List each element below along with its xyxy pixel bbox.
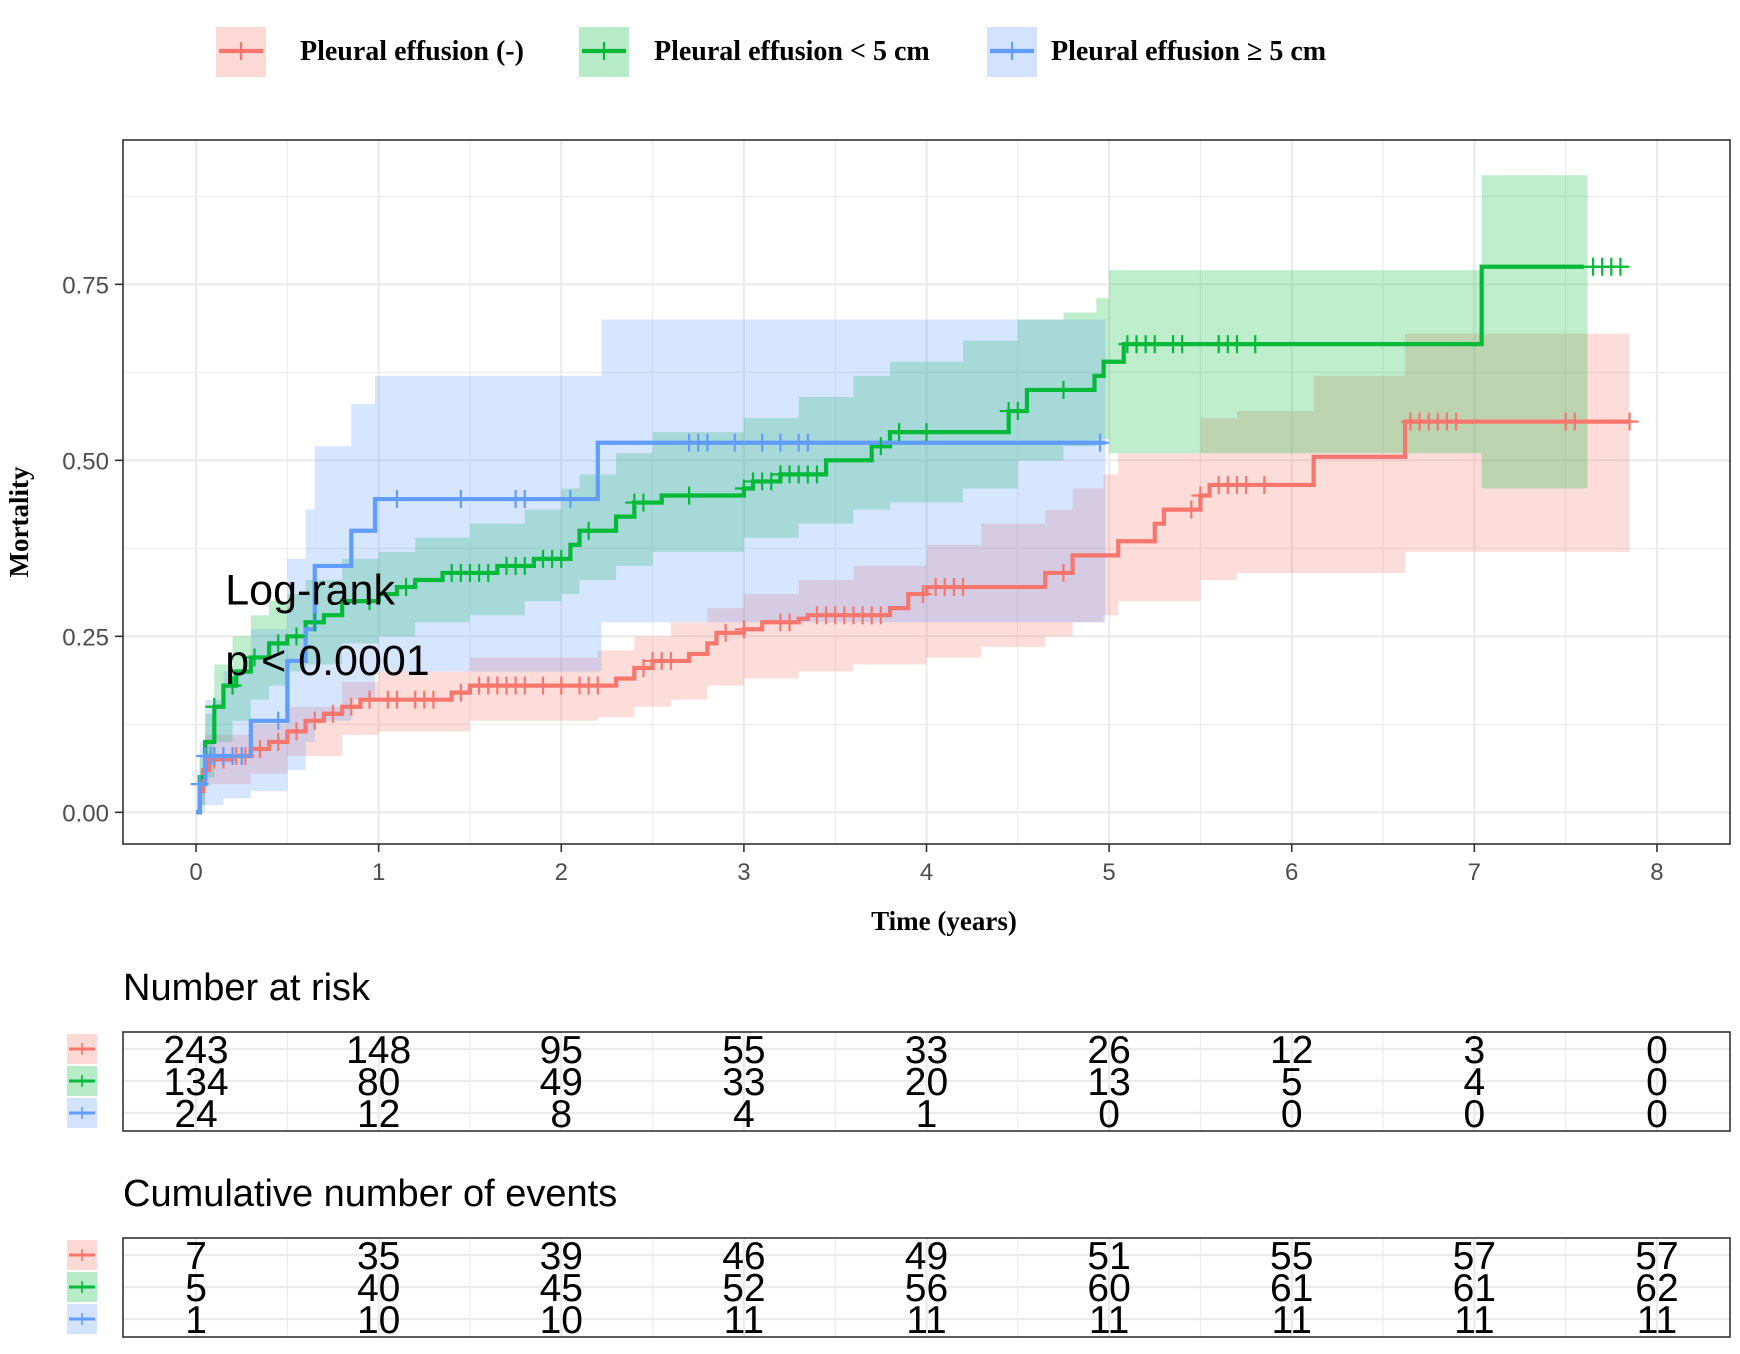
table-cell: 61 xyxy=(1270,1267,1313,1310)
table-cell: 148 xyxy=(346,1029,411,1072)
x-tick-label: 0 xyxy=(189,859,202,886)
table-cell: 5 xyxy=(185,1267,207,1310)
table-cell: 62 xyxy=(1635,1267,1678,1310)
table-cell: 52 xyxy=(722,1267,765,1310)
table-cell: 12 xyxy=(1270,1029,1313,1072)
table-cell: 35 xyxy=(357,1235,400,1278)
legend-label-1: Pleural effusion < 5 cm xyxy=(654,36,930,67)
plot-panel xyxy=(122,139,1731,845)
table-cell: 46 xyxy=(722,1235,765,1278)
table-cell: 0 xyxy=(1281,1093,1303,1136)
table-cell: 39 xyxy=(540,1235,583,1278)
table-cell: 55 xyxy=(722,1029,765,1072)
x-tick-label: 4 xyxy=(920,859,933,886)
table-cell: 0 xyxy=(1463,1093,1485,1136)
table-cell: 60 xyxy=(1087,1267,1130,1310)
x-tick-label: 7 xyxy=(1468,859,1481,886)
table-cell: 134 xyxy=(164,1061,229,1104)
p-value-label: p < 0.0001 xyxy=(225,637,429,685)
table-cell: 51 xyxy=(1087,1235,1130,1278)
table-cell: 3 xyxy=(1463,1029,1485,1072)
table-cell: 56 xyxy=(905,1267,948,1310)
table-cell: 4 xyxy=(1463,1061,1485,1104)
curve-series-0 xyxy=(196,419,1630,815)
legend-label-2: Pleural effusion ≥ 5 cm xyxy=(1051,36,1326,67)
table-cell: 11 xyxy=(724,1299,765,1342)
table-cell: 45 xyxy=(540,1267,583,1310)
table-cell: 4 xyxy=(733,1093,755,1136)
table-cell: 11 xyxy=(1089,1299,1130,1342)
logrank-label: Log-rank xyxy=(225,567,395,615)
x-axis: 0 1 2 3 4 5 6 7 8 xyxy=(189,844,1664,886)
table-cell: 11 xyxy=(1454,1299,1495,1342)
table-cell: 0 xyxy=(1646,1093,1668,1136)
table-cell: 20 xyxy=(905,1061,948,1104)
events-table-title: Cumulative number of events xyxy=(123,1173,617,1215)
table-cell: 10 xyxy=(540,1299,583,1342)
table-cell: 0 xyxy=(1646,1029,1668,1072)
table-cell: 40 xyxy=(357,1267,400,1310)
table-cell: 95 xyxy=(540,1029,583,1072)
table-cell: 61 xyxy=(1453,1267,1496,1310)
table-cell: 12 xyxy=(357,1093,400,1136)
table-cell: 57 xyxy=(1453,1235,1496,1278)
risk-table-title: Number at risk xyxy=(123,967,371,1009)
ci-band-1 xyxy=(196,175,1588,813)
table-cell: 0 xyxy=(1098,1093,1120,1136)
x-tick-label: 8 xyxy=(1650,859,1663,886)
table-cell: 33 xyxy=(905,1029,948,1072)
table-cell: 13 xyxy=(1087,1061,1130,1104)
curve-series-2 xyxy=(196,440,1106,815)
table-cell: 1 xyxy=(185,1299,207,1342)
table-cell: 24 xyxy=(174,1093,217,1136)
ci-band-0 xyxy=(196,333,1630,813)
legend-label-0: Pleural effusion (-) xyxy=(300,36,524,67)
y-axis: 0.00 0.25 0.50 0.75 xyxy=(62,272,123,827)
table-border xyxy=(122,1031,1731,1132)
table-cell: 57 xyxy=(1635,1235,1678,1278)
table-cell: 49 xyxy=(540,1061,583,1104)
table-cell: 26 xyxy=(1087,1029,1130,1072)
censor-marks xyxy=(190,257,1639,794)
y-tick-label: 0.50 xyxy=(62,448,109,475)
table-cell: 11 xyxy=(1637,1299,1678,1342)
table-cell: 49 xyxy=(905,1235,948,1278)
y-tick-label: 0.00 xyxy=(62,800,109,827)
table-cell: 80 xyxy=(357,1061,400,1104)
x-tick-label: 1 xyxy=(372,859,385,886)
table-cell: 7 xyxy=(185,1235,207,1278)
legend: Pleural effusion (-) Pleural effusion < 5… xyxy=(216,27,1326,77)
y-tick-label: 0.75 xyxy=(62,272,109,299)
x-tick-label: 2 xyxy=(555,859,568,886)
x-tick-label: 3 xyxy=(737,859,750,886)
cumulative-events-table: 7 35 39 46 49 51 55 57 57 5 40 45 52 56 60 61 61 62 1 10 10 1… xyxy=(67,1235,1731,1342)
x-tick-label: 5 xyxy=(1102,859,1115,886)
table-cell: 0 xyxy=(1646,1061,1668,1104)
table-cell: 5 xyxy=(1281,1061,1303,1104)
table-cell: 243 xyxy=(164,1029,229,1072)
y-tick-label: 0.25 xyxy=(62,624,109,651)
x-tick-label: 6 xyxy=(1285,859,1298,886)
table-cell: 55 xyxy=(1270,1235,1313,1278)
table-cell: 11 xyxy=(906,1299,947,1342)
table-cell: 8 xyxy=(550,1093,572,1136)
x-axis-label: Time (years) xyxy=(871,906,1017,936)
table-cell: 1 xyxy=(916,1093,938,1136)
table-cell: 10 xyxy=(357,1299,400,1342)
y-axis-label: Mortality xyxy=(4,466,34,577)
table-cell: 11 xyxy=(1271,1299,1312,1342)
table-border xyxy=(122,1237,1731,1338)
table-cell: 33 xyxy=(722,1061,765,1104)
